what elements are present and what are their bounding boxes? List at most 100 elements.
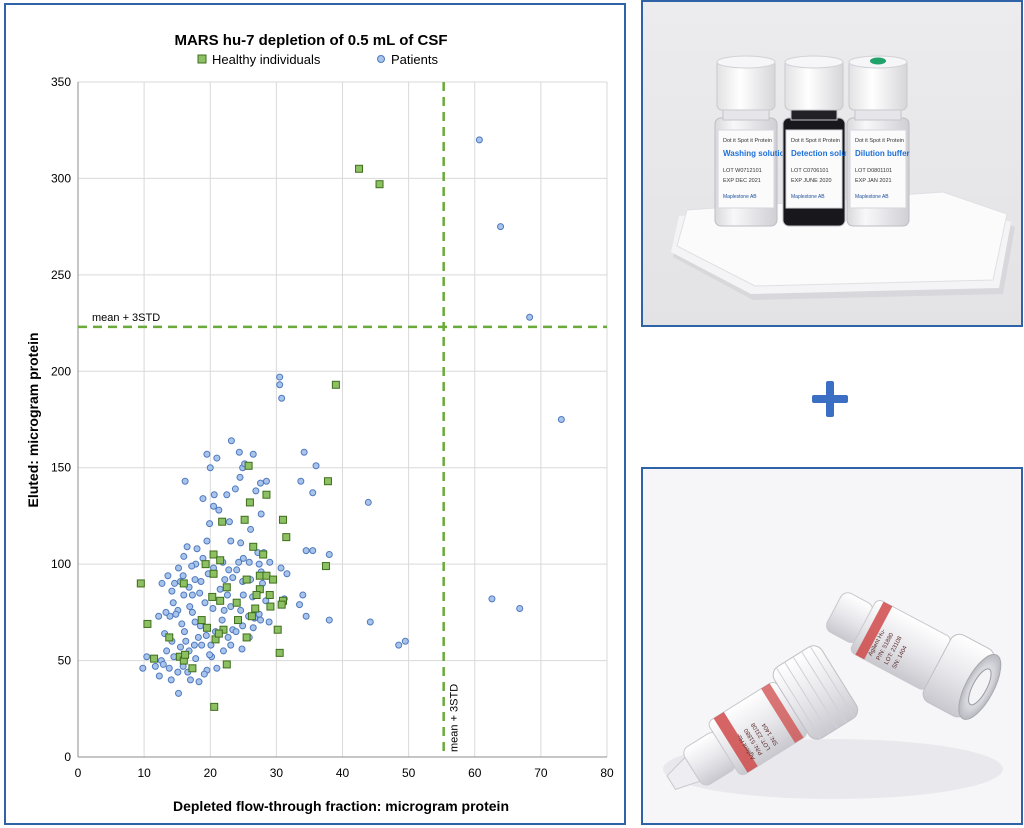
healthy-point [252, 591, 261, 599]
bottle-label-text: Dot it Spot it Protein [855, 138, 904, 144]
patient-point [182, 637, 190, 645]
healthy-point [232, 598, 241, 607]
patient-point [225, 566, 233, 574]
patient-point [325, 551, 333, 558]
patient-point [174, 668, 182, 676]
patient-point [151, 662, 159, 670]
patient-point [193, 545, 201, 553]
patient-point [139, 664, 147, 672]
x-tick-label: 70 [534, 766, 548, 780]
patient-point [200, 670, 208, 678]
patient-point [283, 570, 291, 578]
healthy-point [143, 619, 152, 628]
patient-point [186, 676, 194, 684]
patient-point [218, 616, 226, 624]
healthy-point [240, 515, 249, 524]
legend-marker-healthy [197, 54, 207, 64]
patient-point [302, 612, 310, 620]
healthy-point [218, 517, 227, 526]
patient-point [257, 479, 265, 487]
bottle-label [849, 129, 907, 209]
axes: 0 10 20 30 40 50 60 70 80 0 50 100 150 200 250 300 350 [51, 75, 614, 780]
patient-point [155, 612, 163, 620]
patient-point [176, 643, 184, 651]
patient-point [238, 645, 246, 653]
patient-point [237, 539, 245, 547]
patient-point [239, 554, 247, 562]
x-tick-label: 20 [204, 766, 218, 780]
patient-point [488, 595, 496, 603]
bottle-label-text: Detection solution [791, 149, 861, 158]
healthy-point [251, 604, 260, 613]
patient-point [209, 605, 217, 612]
bottle-label-text: Maplestone AB [791, 194, 825, 200]
bottle-label-text: EXP DEC 2021 [723, 178, 761, 184]
product-photo-bottles: Dot it Spot it Protein Washing solution LO… [641, 0, 1023, 327]
patient-point [203, 537, 211, 545]
patient-point [227, 537, 235, 545]
healthy-point [216, 596, 225, 605]
threshold-label-vertical: mean + 3STD [449, 684, 461, 752]
patient-point [191, 576, 199, 584]
healthy-point [265, 591, 274, 599]
patient-point [186, 603, 194, 611]
patient-point [188, 591, 196, 599]
patient-point [239, 591, 247, 599]
healthy-point [262, 490, 271, 499]
patient-point [231, 485, 239, 493]
chart-panel: MARS hu-7 depletion of 0.5 mL of CSF Hea… [4, 3, 626, 825]
patient-point [206, 520, 214, 528]
legend-marker-patients [377, 55, 385, 63]
healthy-point [262, 571, 271, 580]
patient-point [155, 672, 163, 680]
healthy-point [197, 616, 206, 625]
patient-point [206, 651, 214, 659]
patient-point [557, 416, 565, 423]
patient-point [247, 525, 255, 533]
patient-point [309, 547, 317, 555]
patient-point [183, 543, 191, 551]
grid [77, 81, 608, 758]
patient-point [249, 624, 257, 632]
patient-point [163, 647, 171, 655]
healthy-point [255, 571, 264, 580]
data-points [136, 136, 565, 711]
patient-point [196, 589, 204, 597]
y-tick-label: 300 [51, 171, 71, 185]
bottle-cap-top [784, 55, 844, 69]
reagent-bottle: Dot it Spot it Protein Dilution buffer LOT… [846, 55, 910, 227]
healthy-point [179, 579, 188, 588]
healthy-point [150, 654, 159, 663]
patient-point [223, 491, 231, 499]
healthy-point [181, 650, 190, 659]
bottle-label-text: EXP JUNE 2020 [791, 178, 832, 184]
threshold-lines: mean + 3STD mean + 3STD [78, 82, 607, 757]
y-tick-label: 150 [51, 461, 71, 475]
patient-point [162, 608, 170, 616]
patient-point [235, 558, 243, 566]
healthy-point [222, 583, 231, 592]
bottle-label [785, 129, 843, 209]
patient-point [309, 489, 317, 497]
healthy-point [247, 612, 256, 621]
patient-point [232, 628, 240, 636]
patient-point [300, 448, 308, 456]
patient-point [143, 653, 151, 661]
patient-point [225, 518, 233, 526]
patient-point [219, 647, 227, 655]
patient-point [198, 641, 206, 649]
healthy-point [216, 556, 225, 565]
patient-point [245, 558, 253, 566]
patient-point [297, 477, 305, 485]
healthy-point [321, 562, 330, 571]
patient-point [516, 605, 524, 612]
patient-point [312, 462, 320, 470]
x-tick-label: 0 [75, 766, 82, 780]
y-tick-label: 200 [51, 364, 71, 378]
healthy-point [278, 515, 287, 524]
patient-point [302, 547, 310, 555]
patient-point [227, 437, 235, 445]
patient-point [206, 464, 214, 472]
